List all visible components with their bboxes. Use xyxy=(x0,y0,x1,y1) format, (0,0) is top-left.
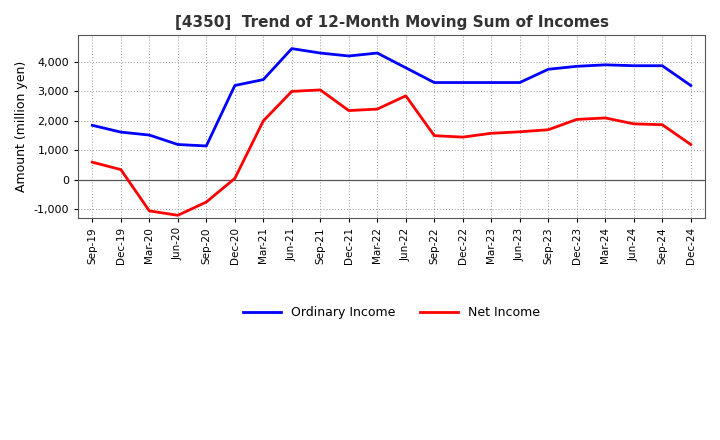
Ordinary Income xyxy=(516,80,524,85)
Ordinary Income xyxy=(259,77,268,82)
Net Income xyxy=(88,160,96,165)
Net Income xyxy=(145,208,153,213)
Net Income xyxy=(629,121,638,126)
Net Income xyxy=(230,176,239,181)
Net Income xyxy=(430,133,438,138)
Ordinary Income xyxy=(202,143,211,149)
Ordinary Income xyxy=(287,46,296,51)
Net Income xyxy=(686,142,695,147)
Net Income xyxy=(487,131,495,136)
Net Income xyxy=(544,127,552,132)
Net Income xyxy=(316,87,325,92)
Ordinary Income xyxy=(88,123,96,128)
Ordinary Income xyxy=(174,142,182,147)
Net Income xyxy=(402,93,410,99)
Net Income xyxy=(344,108,353,113)
Ordinary Income xyxy=(117,129,125,135)
Net Income xyxy=(287,89,296,94)
Y-axis label: Amount (million yen): Amount (million yen) xyxy=(15,61,28,192)
Net Income xyxy=(174,213,182,218)
Ordinary Income xyxy=(686,83,695,88)
Line: Net Income: Net Income xyxy=(92,90,690,215)
Ordinary Income xyxy=(344,53,353,59)
Line: Ordinary Income: Ordinary Income xyxy=(92,48,690,146)
Net Income xyxy=(373,106,382,112)
Title: [4350]  Trend of 12-Month Moving Sum of Incomes: [4350] Trend of 12-Month Moving Sum of I… xyxy=(174,15,608,30)
Ordinary Income xyxy=(430,80,438,85)
Ordinary Income xyxy=(658,63,667,68)
Ordinary Income xyxy=(316,51,325,56)
Net Income xyxy=(658,122,667,127)
Net Income xyxy=(601,115,610,121)
Ordinary Income xyxy=(487,80,495,85)
Ordinary Income xyxy=(145,132,153,138)
Net Income xyxy=(202,199,211,205)
Ordinary Income xyxy=(544,66,552,72)
Net Income xyxy=(459,135,467,140)
Net Income xyxy=(117,167,125,172)
Net Income xyxy=(259,118,268,124)
Ordinary Income xyxy=(230,83,239,88)
Net Income xyxy=(516,129,524,135)
Ordinary Income xyxy=(402,65,410,70)
Ordinary Income xyxy=(572,64,581,69)
Ordinary Income xyxy=(459,80,467,85)
Net Income xyxy=(572,117,581,122)
Ordinary Income xyxy=(373,51,382,56)
Legend: Ordinary Income, Net Income: Ordinary Income, Net Income xyxy=(238,301,545,324)
Ordinary Income xyxy=(629,63,638,68)
Ordinary Income xyxy=(601,62,610,67)
